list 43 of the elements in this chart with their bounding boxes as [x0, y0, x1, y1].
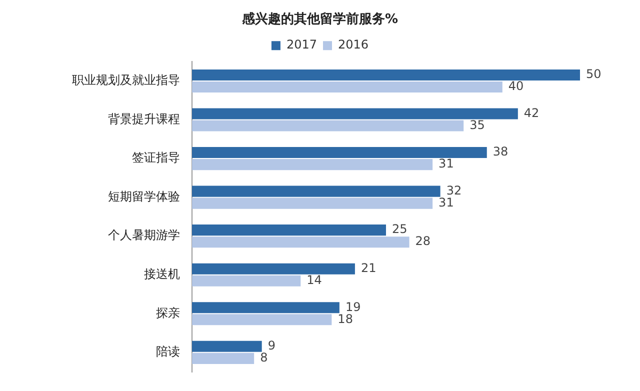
bar — [192, 340, 262, 352]
bar — [192, 302, 340, 314]
y-tick-label: 陪读 — [156, 344, 180, 359]
data-label: 21 — [360, 260, 376, 275]
bar — [192, 69, 580, 81]
legend-label: 2017 — [286, 38, 318, 52]
data-label: 31 — [438, 195, 454, 210]
bar — [192, 108, 518, 120]
bar — [192, 120, 464, 132]
data-label: 35 — [470, 118, 485, 132]
data-label: 9 — [268, 338, 276, 353]
bar — [192, 236, 410, 248]
bar — [192, 275, 301, 286]
bar — [192, 352, 254, 364]
bar — [192, 263, 355, 274]
data-label: 25 — [392, 222, 408, 236]
chart-title: 感兴趣的其他留学前服务% — [240, 11, 398, 28]
bar — [192, 81, 502, 93]
bar — [192, 186, 440, 197]
data-label: 50 — [586, 67, 602, 82]
data-label: 31 — [438, 156, 454, 171]
data-label: 8 — [260, 350, 268, 365]
bar — [192, 314, 332, 326]
y-tick-label: 探亲 — [156, 306, 180, 320]
bar — [192, 147, 487, 158]
y-tick-label: 接送机 — [144, 266, 180, 281]
data-label: 42 — [524, 106, 540, 120]
legend-label: 2016 — [338, 38, 369, 52]
bar — [192, 224, 386, 236]
bar — [192, 159, 433, 170]
y-tick-label: 背景提升课程 — [108, 112, 180, 126]
data-label: 19 — [345, 300, 361, 314]
bar — [192, 198, 433, 209]
y-tick-label: 签证指导 — [132, 150, 180, 165]
y-tick-label: 个人暑期游学 — [108, 228, 180, 242]
y-tick-label: 职业规划及就业指导 — [72, 73, 180, 88]
data-label: 40 — [508, 79, 524, 94]
data-label: 38 — [492, 144, 508, 159]
data-label: 14 — [306, 273, 322, 287]
y-tick-label: 短期留学体验 — [108, 189, 180, 204]
data-label: 32 — [446, 183, 462, 198]
data-label: 18 — [338, 312, 353, 326]
data-label: 28 — [415, 234, 431, 248]
